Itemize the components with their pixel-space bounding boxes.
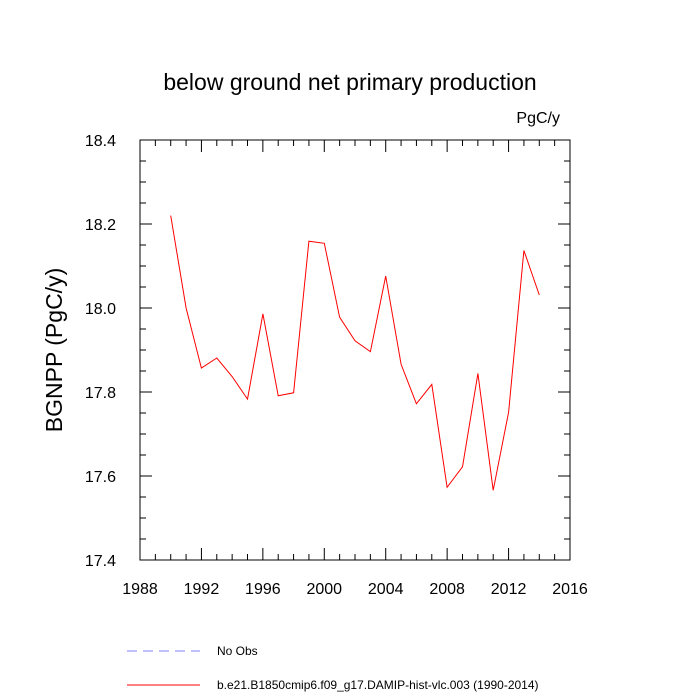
unit-label: PgC/y	[516, 110, 560, 127]
y-tick-label: 18.4	[85, 133, 116, 150]
x-tick-label: 2016	[552, 581, 588, 598]
x-tick-label: 1996	[245, 581, 281, 598]
y-axis: 17.4 17.6 17.8 18.0 18.2 18.4	[85, 133, 570, 570]
x-tick-label: 1992	[184, 581, 220, 598]
x-tick-label: 2012	[491, 581, 527, 598]
y-tick-label: 17.8	[85, 385, 116, 402]
x-axis: 1988 1992 1996 2000 2004 2008 2012 2016	[122, 140, 588, 598]
series-line	[170, 215, 540, 491]
x-tick-label: 2008	[429, 581, 465, 598]
plot-frame	[139, 139, 571, 561]
y-tick-label: 18.0	[85, 301, 116, 318]
legend-model-label: b.e21.B1850cmip6.f09_g17.DAMIP-hist-vlc.…	[217, 678, 539, 692]
series-layer	[170, 215, 540, 491]
legend-no-obs-label: No Obs	[217, 644, 258, 658]
x-tick-label: 2004	[368, 581, 404, 598]
y-axis-label: BGNPP (PgC/y)	[41, 268, 67, 432]
x-tick-label: 2000	[306, 581, 342, 598]
y-tick-label: 18.2	[85, 217, 116, 234]
y-tick-label: 17.6	[85, 469, 116, 486]
chart-title: below ground net primary production	[163, 69, 536, 95]
legend: No Obs b.e21.B1850cmip6.f09_g17.DAMIP-hi…	[127, 644, 539, 692]
x-tick-label: 1988	[122, 581, 158, 598]
y-tick-label: 17.4	[85, 553, 116, 570]
